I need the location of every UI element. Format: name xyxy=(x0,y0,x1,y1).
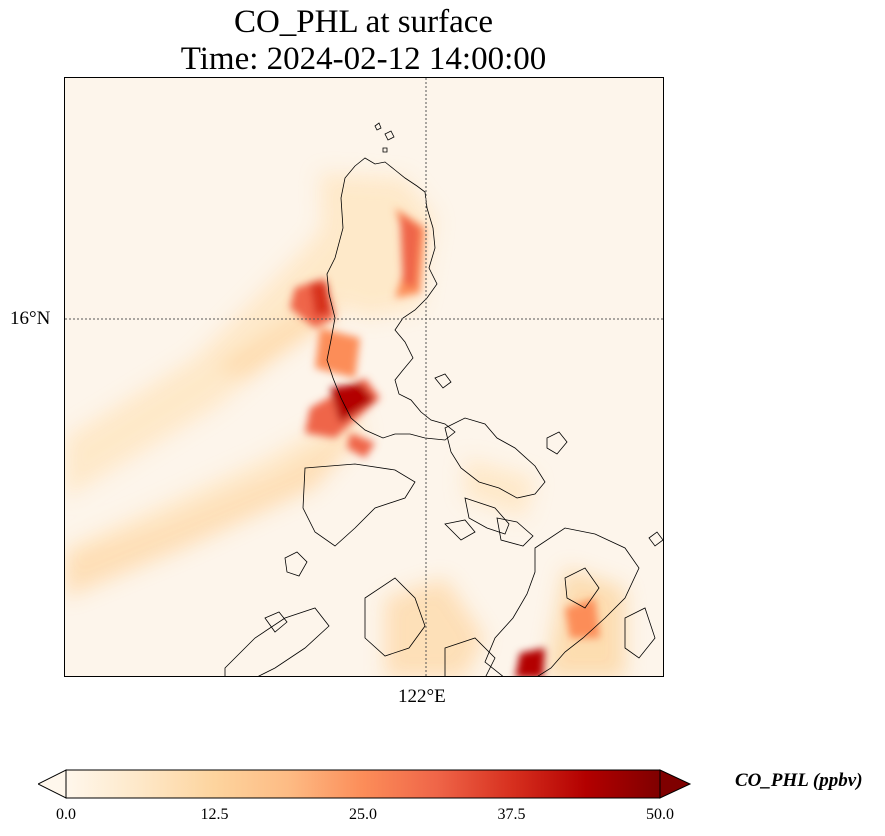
colorbar-max-extend xyxy=(659,769,692,799)
colorbar-min-extend xyxy=(38,769,67,799)
colorbar-tick-label: 0.0 xyxy=(56,806,76,823)
map-title: CO_PHL at surface xyxy=(233,4,494,40)
coastline-mindoro xyxy=(302,463,416,547)
coastline-palawan xyxy=(224,607,330,676)
coastline-visayas xyxy=(484,527,640,676)
latitude-tick-label: 16°N xyxy=(10,308,51,329)
colorbar-label: CO_PHL (ppbv) xyxy=(735,770,863,791)
coastline-island xyxy=(384,130,395,141)
colorbar-tick-label: 25.0 xyxy=(349,806,377,823)
hotspot-layer xyxy=(290,208,600,676)
co-concentration-map xyxy=(65,78,663,676)
coastlines xyxy=(224,122,663,676)
colorbar-gradient xyxy=(65,769,661,799)
coastline-bicol xyxy=(444,417,546,499)
colorbar xyxy=(38,769,692,799)
longitude-tick-label: 122°E xyxy=(398,686,446,707)
plume-layer xyxy=(65,173,625,676)
map-panel xyxy=(64,77,664,677)
colorbar-tick-label: 50.0 xyxy=(646,806,674,823)
colorbar-tick-label: 37.5 xyxy=(497,806,526,823)
map-time-subtitle: Time: 2024-02-12 14:00:00 xyxy=(180,41,547,77)
colorbar-tick-label: 12.5 xyxy=(200,806,229,823)
